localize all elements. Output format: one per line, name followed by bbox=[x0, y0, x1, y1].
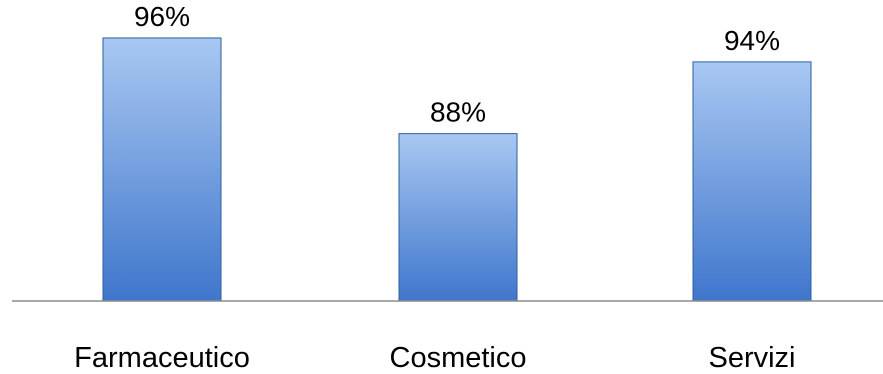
category-label-cosmetico: Cosmetico bbox=[390, 342, 527, 374]
data-label-cosmetico: 88% bbox=[430, 97, 486, 128]
bars-group bbox=[102, 37, 812, 302]
bar-cosmetico bbox=[398, 133, 518, 302]
category-labels-group: Farmaceutico Cosmetico Servizi bbox=[74, 342, 795, 374]
data-label-farmaceutico: 96% bbox=[134, 1, 190, 32]
bar-farmaceutico bbox=[102, 37, 222, 302]
data-labels-group: 96% 88% 94% bbox=[134, 1, 780, 128]
data-label-servizi: 94% bbox=[724, 25, 780, 56]
bar-servizi bbox=[692, 61, 812, 302]
category-label-servizi: Servizi bbox=[708, 342, 795, 374]
category-label-farmaceutico: Farmaceutico bbox=[74, 342, 250, 374]
